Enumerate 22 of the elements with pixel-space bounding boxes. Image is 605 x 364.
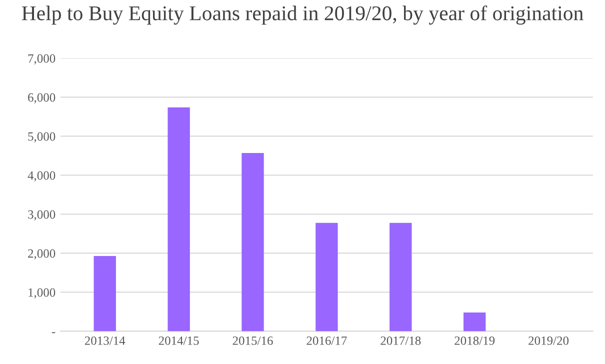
x-tick-label: 2014/15 xyxy=(158,336,199,345)
bar xyxy=(316,222,338,332)
y-tick-label: 2,000 xyxy=(28,249,56,260)
x-tick-label: 2015/16 xyxy=(232,336,273,345)
x-tick-label: 2019/20 xyxy=(528,336,569,345)
bar xyxy=(242,153,264,332)
y-tick-label: 1,000 xyxy=(28,288,56,298)
chart-title: Help to Buy Equity Loans repaid in 2019/20, by year of origination xyxy=(22,5,584,25)
y-tick-label: 4,000 xyxy=(28,171,56,182)
y-tick-label: 3,000 xyxy=(28,210,56,220)
y-tick-label: 7,000 xyxy=(28,54,56,64)
x-tick-label: 2013/14 xyxy=(84,336,126,345)
y-tick-label: 6,000 xyxy=(28,93,56,104)
x-tick-label: 2018/19 xyxy=(454,336,495,345)
bar xyxy=(463,312,486,332)
x-tick-label: 2017/18 xyxy=(380,336,421,345)
bar xyxy=(94,256,116,332)
x-tick-label: 2016/17 xyxy=(306,336,347,345)
y-tick-label: - xyxy=(52,332,56,334)
bar xyxy=(168,107,190,332)
y-tick-label: 5,000 xyxy=(28,132,56,142)
bar xyxy=(390,222,412,332)
